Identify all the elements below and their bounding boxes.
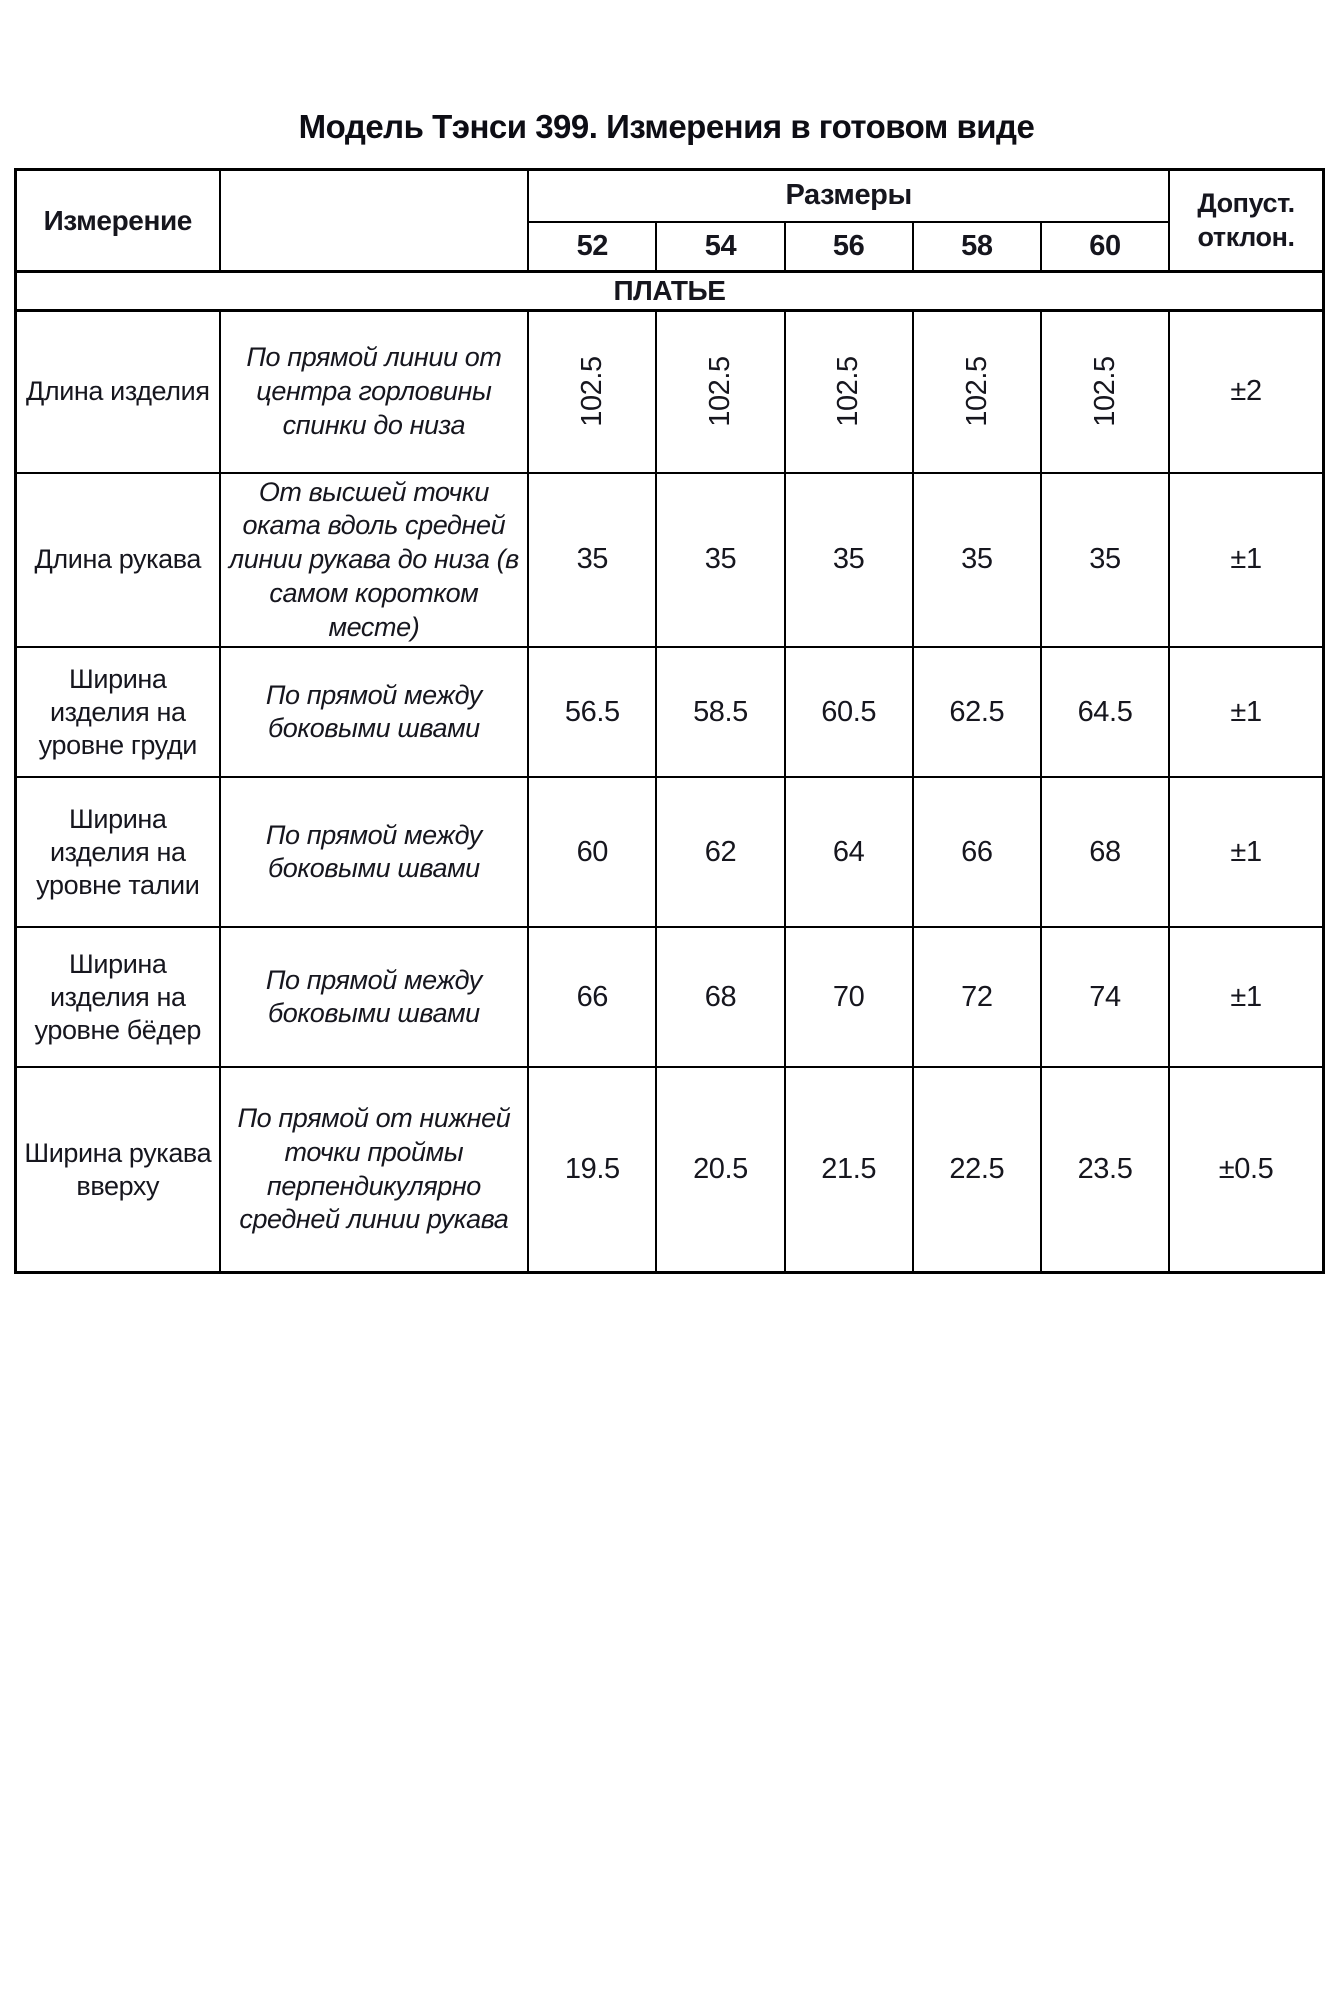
row-tolerance: ±2 [1168,309,1325,474]
table-row: Длина рукава От высшей точки оката вдоль… [14,471,1325,649]
row-value: 102.5 [911,309,1042,474]
table-row: Длина изделия По прямой линии от центра … [14,309,1325,474]
row-description: По прямой линии от центра горловины спин… [218,309,530,474]
row-description: По прямой между боковыми швами [218,776,530,929]
rotated-value: 102.5 [960,356,993,428]
header-description-empty [218,168,530,273]
table-row: Ширина изделия на уровне бёдер По прямой… [14,926,1325,1069]
rotated-value: 102.5 [832,356,865,428]
rotated-value: 102.5 [703,356,736,428]
row-description: От высшей точки оката вдоль средней лини… [218,471,530,649]
table-row: Ширина рукава вверху По прямой от нижней… [14,1066,1325,1274]
row-value: 60 [527,776,658,929]
row-value: 62.5 [911,646,1042,779]
header-size-54: 54 [655,220,786,273]
row-value: 66 [911,776,1042,929]
section-label: ПЛАТЬЕ [14,270,1325,312]
header-size-56: 56 [783,220,914,273]
row-value: 64 [783,776,914,929]
row-description: По прямой между боковыми швами [218,926,530,1069]
row-value: 102.5 [783,309,914,474]
row-value: 23.5 [1039,1066,1171,1274]
row-value: 102.5 [527,309,658,474]
header-sizes-group: Размеры [527,168,1171,223]
header-measurement: Измерение [14,168,221,273]
row-label: Ширина рукава вверху [14,1066,221,1274]
row-value: 20.5 [655,1066,786,1274]
header-size-58: 58 [911,220,1042,273]
row-label: Длина изделия [14,309,221,474]
row-value: 68 [655,926,786,1069]
header-row-top: Измерение Размеры Допуст. отклон. [14,168,1325,273]
header-tolerance: Допуст. отклон. [1168,168,1325,273]
row-label: Ширина изделия на уровне талии [14,776,221,929]
row-label: Ширина изделия на уровне груди [14,646,221,779]
row-value: 35 [783,471,914,649]
row-value: 19.5 [527,1066,658,1274]
row-value: 74 [1039,926,1171,1069]
row-value: 62 [655,776,786,929]
row-value: 102.5 [655,309,786,474]
row-value: 35 [655,471,786,649]
header-size-52: 52 [527,220,658,273]
page-title: Модель Тэнси 399. Измерения в готовом ви… [298,108,1035,145]
row-value: 35 [911,471,1042,649]
row-description: По прямой от нижней точки проймы перпенд… [218,1066,530,1274]
row-tolerance: ±1 [1168,926,1325,1069]
rotated-value: 102.5 [575,356,608,428]
section-row: ПЛАТЬЕ [14,270,1325,312]
document-page: Модель Тэнси 399. Измерения в готовом ви… [14,108,1325,1274]
row-tolerance: ±1 [1168,471,1325,649]
row-value: 60.5 [783,646,914,779]
header-size-60: 60 [1039,220,1171,273]
row-value: 66 [527,926,658,1069]
table-row: Ширина изделия на уровне груди По прямой… [14,646,1325,779]
row-description: По прямой между боковыми швами [218,646,530,779]
row-tolerance: ±1 [1168,646,1325,779]
row-value: 70 [783,926,914,1069]
row-value: 64.5 [1039,646,1171,779]
row-value: 35 [1039,471,1171,649]
row-value: 21.5 [783,1066,914,1274]
row-value: 35 [527,471,658,649]
rotated-value: 102.5 [1088,356,1121,428]
header-row-sizes: 52 54 56 58 60 [16,220,1324,273]
measurements-table: Измерение Размеры Допуст. отклон. 52 54 … [14,168,1325,1274]
row-value: 72 [911,926,1042,1069]
row-value: 102.5 [1039,309,1171,474]
row-value: 58.5 [655,646,786,779]
row-value: 56.5 [527,646,658,779]
row-label: Длина рукава [14,471,221,649]
row-tolerance: ±0.5 [1168,1066,1325,1274]
row-label: Ширина изделия на уровне бёдер [14,926,221,1069]
row-value: 22.5 [911,1066,1042,1274]
row-value: 68 [1039,776,1171,929]
table-row: Ширина изделия на уровне талии По прямой… [14,776,1325,929]
row-tolerance: ±1 [1168,776,1325,929]
